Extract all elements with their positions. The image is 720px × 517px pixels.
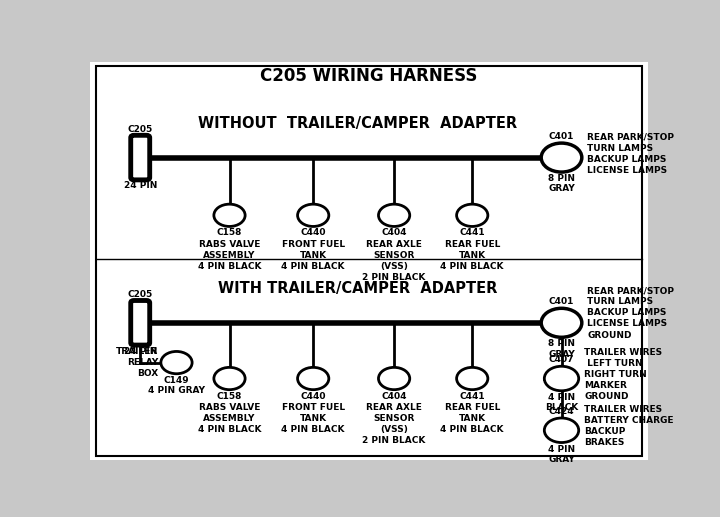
Circle shape — [456, 368, 488, 390]
Text: TRAILER WIRES
 LEFT TURN
RIGHT TURN
MARKER
GROUND: TRAILER WIRES LEFT TURN RIGHT TURN MARKE… — [584, 348, 662, 401]
Text: REAR PARK/STOP
TURN LAMPS
BACKUP LAMPS
LICENSE LAMPS: REAR PARK/STOP TURN LAMPS BACKUP LAMPS L… — [588, 132, 675, 175]
Text: C401: C401 — [549, 132, 574, 141]
Text: C205: C205 — [127, 125, 153, 134]
Circle shape — [541, 143, 582, 172]
Text: 4 PIN
BLACK: 4 PIN BLACK — [545, 393, 578, 412]
Circle shape — [379, 368, 410, 390]
Text: C441
REAR FUEL
TANK
4 PIN BLACK: C441 REAR FUEL TANK 4 PIN BLACK — [441, 392, 504, 434]
Text: C440
FRONT FUEL
TANK
4 PIN BLACK: C440 FRONT FUEL TANK 4 PIN BLACK — [282, 392, 345, 434]
Circle shape — [456, 204, 488, 226]
Text: 4 PIN
GRAY: 4 PIN GRAY — [548, 445, 575, 464]
Circle shape — [379, 204, 410, 226]
Text: TRAILER WIRES
BATTERY CHARGE
BACKUP
BRAKES: TRAILER WIRES BATTERY CHARGE BACKUP BRAK… — [584, 405, 674, 447]
Text: 8 PIN
GRAY: 8 PIN GRAY — [548, 174, 575, 193]
Bar — [90, 62, 648, 259]
Circle shape — [161, 352, 192, 374]
Text: C407: C407 — [549, 355, 575, 364]
Text: C158
RABS VALVE
ASSEMBLY
4 PIN BLACK: C158 RABS VALVE ASSEMBLY 4 PIN BLACK — [198, 229, 261, 271]
Circle shape — [544, 366, 579, 391]
Text: C440
FRONT FUEL
TANK
4 PIN BLACK: C440 FRONT FUEL TANK 4 PIN BLACK — [282, 229, 345, 271]
Text: WITH TRAILER/CAMPER  ADAPTER: WITH TRAILER/CAMPER ADAPTER — [218, 281, 498, 296]
Text: 24 PIN: 24 PIN — [124, 347, 157, 356]
Text: C401: C401 — [549, 297, 574, 306]
Circle shape — [297, 368, 329, 390]
Text: REAR PARK/STOP
TURN LAMPS
BACKUP LAMPS
LICENSE LAMPS
GROUND: REAR PARK/STOP TURN LAMPS BACKUP LAMPS L… — [588, 286, 675, 340]
Text: C424: C424 — [549, 407, 575, 416]
Text: C404
REAR AXLE
SENSOR
(VSS)
2 PIN BLACK: C404 REAR AXLE SENSOR (VSS) 2 PIN BLACK — [362, 392, 426, 445]
Text: C149
4 PIN GRAY: C149 4 PIN GRAY — [148, 376, 205, 395]
Text: C404
REAR AXLE
SENSOR
(VSS)
2 PIN BLACK: C404 REAR AXLE SENSOR (VSS) 2 PIN BLACK — [362, 229, 426, 282]
Text: 8 PIN
GRAY: 8 PIN GRAY — [548, 339, 575, 359]
Text: C205 WIRING HARNESS: C205 WIRING HARNESS — [261, 67, 477, 85]
Text: TRAILER
RELAY
BOX: TRAILER RELAY BOX — [116, 347, 158, 378]
Text: C158
RABS VALVE
ASSEMBLY
4 PIN BLACK: C158 RABS VALVE ASSEMBLY 4 PIN BLACK — [198, 392, 261, 434]
Circle shape — [214, 204, 245, 226]
Text: WITHOUT  TRAILER/CAMPER  ADAPTER: WITHOUT TRAILER/CAMPER ADAPTER — [198, 116, 518, 131]
Bar — [90, 259, 648, 460]
Circle shape — [544, 418, 579, 443]
FancyBboxPatch shape — [131, 135, 150, 180]
Circle shape — [541, 308, 582, 337]
Circle shape — [214, 368, 245, 390]
Text: C441
REAR FUEL
TANK
4 PIN BLACK: C441 REAR FUEL TANK 4 PIN BLACK — [441, 229, 504, 271]
Text: 24 PIN: 24 PIN — [124, 181, 157, 190]
Text: C205: C205 — [127, 290, 153, 299]
Circle shape — [297, 204, 329, 226]
FancyBboxPatch shape — [131, 300, 150, 345]
